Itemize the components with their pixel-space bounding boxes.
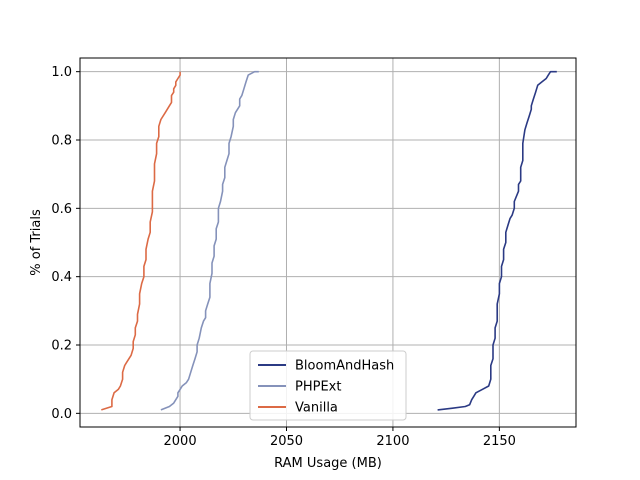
y-tick-label: 1.0 [51,65,72,80]
x-tick-label: 2150 [483,434,516,449]
series-line-vanilla [101,71,181,411]
grid [80,58,576,427]
legend-box [249,350,407,421]
y-tick-label: 0.0 [51,407,72,422]
series-line-phpext [160,70,259,411]
y-tick-label: 0.6 [51,202,72,217]
series-layer [101,70,557,411]
x-tick-label: 2100 [376,434,409,449]
y-tick-label: 0.4 [51,270,72,285]
legend-label-vanilla: Vanilla [295,401,338,416]
legend-label-phpext: PHPExt [295,380,341,395]
legend-label-bloomandhash: BloomAndHash [295,359,394,374]
x-tick-label: 2050 [270,434,303,449]
legend: BloomAndHash PHPExt Vanilla [249,350,407,421]
y-axis: 0.0 0.2 0.4 0.6 0.8 1.0 [51,65,80,422]
y-tick-label: 0.2 [51,339,72,354]
plot-frame [79,57,577,428]
x-axis-label: RAM Usage (MB) [274,456,382,471]
series-line-bloomandhash [437,70,557,411]
y-axis-label: % of Trials [29,209,44,276]
x-axis: 2000 2050 2100 2150 [164,427,516,449]
y-tick-label: 0.8 [51,134,72,149]
x-tick-label: 2000 [164,434,197,449]
